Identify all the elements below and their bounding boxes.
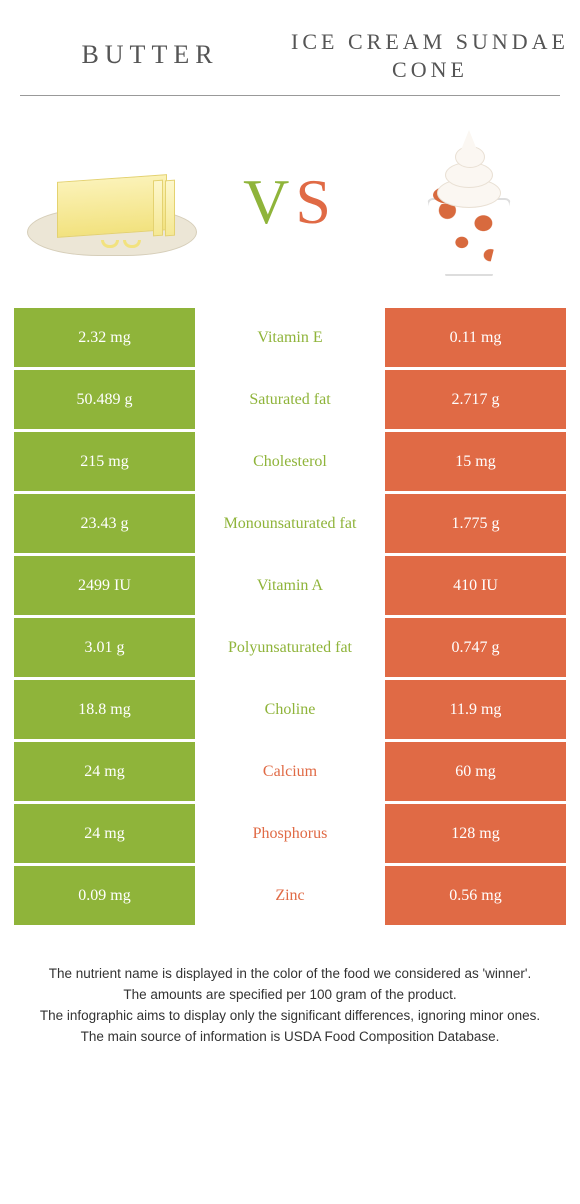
table-row: 0.09 mgZinc0.56 mg [14,866,566,925]
divider [20,95,560,96]
right-value: 15 mg [385,432,566,491]
right-value: 410 IU [385,556,566,615]
nutrient-label: Polyunsaturated fat [195,618,385,677]
table-row: 2.32 mgVitamin E0.11 mg [14,308,566,367]
nutrient-label: Choline [195,680,385,739]
table-row: 23.43 gMonounsaturated fat1.775 g [14,494,566,553]
left-food-title: BUTTER [10,39,290,72]
footer-line: The nutrient name is displayed in the co… [22,964,558,985]
table-row: 50.489 gSaturated fat2.717 g [14,370,566,429]
left-value: 24 mg [14,742,195,801]
left-value: 3.01 g [14,618,195,677]
footer-line: The main source of information is USDA F… [22,1027,558,1048]
table-row: 24 mgPhosphorus128 mg [14,804,566,863]
nutrient-label: Calcium [195,742,385,801]
right-value: 0.11 mg [385,308,566,367]
footer-notes: The nutrient name is displayed in the co… [0,928,580,1048]
footer-line: The amounts are specified per 100 gram o… [22,985,558,1006]
left-value: 215 mg [14,432,195,491]
table-row: 2499 IUVitamin A410 IU [14,556,566,615]
nutrient-label: Monounsaturated fat [195,494,385,553]
left-value: 24 mg [14,804,195,863]
right-value: 0.56 mg [385,866,566,925]
table-row: 24 mgCalcium60 mg [14,742,566,801]
nutrient-label: Cholesterol [195,432,385,491]
nutrient-label: Zinc [195,866,385,925]
right-value: 2.717 g [385,370,566,429]
header: BUTTER ICE CREAM SUNDAE CONE [0,0,580,95]
nutrient-label: Vitamin E [195,308,385,367]
vs-v: V [243,166,295,237]
left-value: 50.489 g [14,370,195,429]
vs-s: S [295,166,337,237]
nutrient-label: Saturated fat [195,370,385,429]
left-value: 23.43 g [14,494,195,553]
right-value: 0.747 g [385,618,566,677]
table-row: 215 mgCholesterol15 mg [14,432,566,491]
left-value: 2.32 mg [14,308,195,367]
sundae-illustration [378,122,558,282]
nutrient-label: Phosphorus [195,804,385,863]
table-row: 18.8 mgCholine11.9 mg [14,680,566,739]
right-value: 1.775 g [385,494,566,553]
left-value: 0.09 mg [14,866,195,925]
vs-label: VS [243,165,337,239]
nutrient-table: 2.32 mgVitamin E0.11 mg50.489 gSaturated… [0,308,580,925]
butter-illustration [22,122,202,282]
left-value: 2499 IU [14,556,195,615]
left-value: 18.8 mg [14,680,195,739]
footer-line: The infographic aims to display only the… [22,1006,558,1027]
nutrient-label: Vitamin A [195,556,385,615]
image-row: VS [0,104,580,308]
right-value: 128 mg [385,804,566,863]
table-row: 3.01 gPolyunsaturated fat0.747 g [14,618,566,677]
right-food-title: ICE CREAM SUNDAE CONE [290,28,570,83]
right-value: 11.9 mg [385,680,566,739]
right-value: 60 mg [385,742,566,801]
